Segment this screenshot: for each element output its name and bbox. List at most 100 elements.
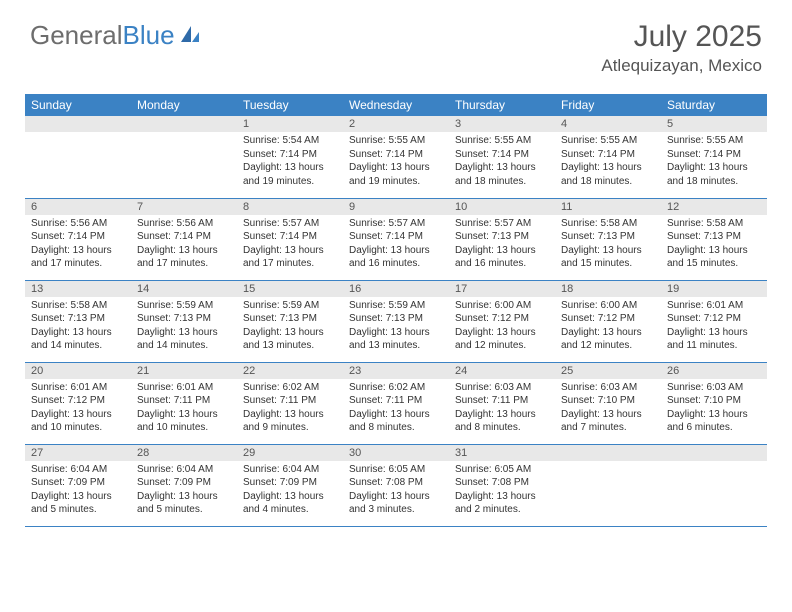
day-content: Sunrise: 5:59 AMSunset: 7:13 PMDaylight:… [343, 297, 449, 357]
calendar-cell [555, 444, 661, 526]
day-number-empty [661, 445, 767, 461]
day-number: 13 [25, 281, 131, 297]
day-content: Sunrise: 5:56 AMSunset: 7:14 PMDaylight:… [25, 215, 131, 275]
calendar-cell: 17Sunrise: 6:00 AMSunset: 7:12 PMDayligh… [449, 280, 555, 362]
logo-text-general: General [30, 20, 123, 51]
calendar-cell: 5Sunrise: 5:55 AMSunset: 7:14 PMDaylight… [661, 116, 767, 198]
calendar-cell: 6Sunrise: 5:56 AMSunset: 7:14 PMDaylight… [25, 198, 131, 280]
calendar-cell: 20Sunrise: 6:01 AMSunset: 7:12 PMDayligh… [25, 362, 131, 444]
day-number: 26 [661, 363, 767, 379]
day-number: 10 [449, 199, 555, 215]
calendar-cell: 21Sunrise: 6:01 AMSunset: 7:11 PMDayligh… [131, 362, 237, 444]
calendar-table: SundayMondayTuesdayWednesdayThursdayFrid… [25, 94, 767, 527]
day-content: Sunrise: 6:01 AMSunset: 7:12 PMDaylight:… [661, 297, 767, 357]
calendar-cell [25, 116, 131, 198]
day-content: Sunrise: 5:57 AMSunset: 7:14 PMDaylight:… [343, 215, 449, 275]
day-number: 30 [343, 445, 449, 461]
day-number-empty [25, 116, 131, 132]
location: Atlequizayan, Mexico [601, 56, 762, 76]
day-content: Sunrise: 5:55 AMSunset: 7:14 PMDaylight:… [449, 132, 555, 192]
day-number-empty [555, 445, 661, 461]
day-header: Saturday [661, 94, 767, 116]
calendar-cell: 19Sunrise: 6:01 AMSunset: 7:12 PMDayligh… [661, 280, 767, 362]
calendar-cell: 29Sunrise: 6:04 AMSunset: 7:09 PMDayligh… [237, 444, 343, 526]
day-content: Sunrise: 5:58 AMSunset: 7:13 PMDaylight:… [25, 297, 131, 357]
calendar-cell: 18Sunrise: 6:00 AMSunset: 7:12 PMDayligh… [555, 280, 661, 362]
day-content: Sunrise: 6:00 AMSunset: 7:12 PMDaylight:… [555, 297, 661, 357]
calendar-cell: 24Sunrise: 6:03 AMSunset: 7:11 PMDayligh… [449, 362, 555, 444]
logo-text-blue: Blue [123, 20, 175, 51]
day-content: Sunrise: 5:55 AMSunset: 7:14 PMDaylight:… [343, 132, 449, 192]
day-content: Sunrise: 5:56 AMSunset: 7:14 PMDaylight:… [131, 215, 237, 275]
day-number: 22 [237, 363, 343, 379]
day-number: 5 [661, 116, 767, 132]
calendar-week: 20Sunrise: 6:01 AMSunset: 7:12 PMDayligh… [25, 362, 767, 444]
day-number: 14 [131, 281, 237, 297]
calendar-cell: 27Sunrise: 6:04 AMSunset: 7:09 PMDayligh… [25, 444, 131, 526]
calendar-cell: 23Sunrise: 6:02 AMSunset: 7:11 PMDayligh… [343, 362, 449, 444]
day-content: Sunrise: 6:04 AMSunset: 7:09 PMDaylight:… [131, 461, 237, 521]
calendar-cell: 1Sunrise: 5:54 AMSunset: 7:14 PMDaylight… [237, 116, 343, 198]
calendar-cell: 30Sunrise: 6:05 AMSunset: 7:08 PMDayligh… [343, 444, 449, 526]
calendar-cell: 26Sunrise: 6:03 AMSunset: 7:10 PMDayligh… [661, 362, 767, 444]
day-number: 1 [237, 116, 343, 132]
calendar-cell: 10Sunrise: 5:57 AMSunset: 7:13 PMDayligh… [449, 198, 555, 280]
day-header: Thursday [449, 94, 555, 116]
day-content: Sunrise: 5:57 AMSunset: 7:13 PMDaylight:… [449, 215, 555, 275]
day-number: 2 [343, 116, 449, 132]
day-number: 23 [343, 363, 449, 379]
day-number: 11 [555, 199, 661, 215]
day-number-empty [131, 116, 237, 132]
day-number: 18 [555, 281, 661, 297]
day-number: 3 [449, 116, 555, 132]
day-number: 7 [131, 199, 237, 215]
day-header-row: SundayMondayTuesdayWednesdayThursdayFrid… [25, 94, 767, 116]
calendar-week: 13Sunrise: 5:58 AMSunset: 7:13 PMDayligh… [25, 280, 767, 362]
calendar-cell: 14Sunrise: 5:59 AMSunset: 7:13 PMDayligh… [131, 280, 237, 362]
month-title: July 2025 [601, 20, 762, 54]
calendar-cell: 16Sunrise: 5:59 AMSunset: 7:13 PMDayligh… [343, 280, 449, 362]
day-number: 6 [25, 199, 131, 215]
day-number: 25 [555, 363, 661, 379]
calendar-cell: 22Sunrise: 6:02 AMSunset: 7:11 PMDayligh… [237, 362, 343, 444]
header: GeneralBlue July 2025 Atlequizayan, Mexi… [0, 0, 792, 86]
day-number: 16 [343, 281, 449, 297]
day-content: Sunrise: 6:02 AMSunset: 7:11 PMDaylight:… [237, 379, 343, 439]
day-number: 8 [237, 199, 343, 215]
day-number: 29 [237, 445, 343, 461]
day-number: 17 [449, 281, 555, 297]
day-number: 12 [661, 199, 767, 215]
day-number: 19 [661, 281, 767, 297]
calendar-cell: 8Sunrise: 5:57 AMSunset: 7:14 PMDaylight… [237, 198, 343, 280]
day-content: Sunrise: 6:01 AMSunset: 7:12 PMDaylight:… [25, 379, 131, 439]
day-header: Tuesday [237, 94, 343, 116]
calendar-cell: 31Sunrise: 6:05 AMSunset: 7:08 PMDayligh… [449, 444, 555, 526]
calendar-body: 1Sunrise: 5:54 AMSunset: 7:14 PMDaylight… [25, 116, 767, 526]
calendar-cell: 15Sunrise: 5:59 AMSunset: 7:13 PMDayligh… [237, 280, 343, 362]
day-content: Sunrise: 5:54 AMSunset: 7:14 PMDaylight:… [237, 132, 343, 192]
day-number: 20 [25, 363, 131, 379]
day-content: Sunrise: 5:58 AMSunset: 7:13 PMDaylight:… [661, 215, 767, 275]
day-content: Sunrise: 5:55 AMSunset: 7:14 PMDaylight:… [661, 132, 767, 192]
calendar-cell: 4Sunrise: 5:55 AMSunset: 7:14 PMDaylight… [555, 116, 661, 198]
calendar-cell: 13Sunrise: 5:58 AMSunset: 7:13 PMDayligh… [25, 280, 131, 362]
calendar-cell [131, 116, 237, 198]
day-content: Sunrise: 6:03 AMSunset: 7:11 PMDaylight:… [449, 379, 555, 439]
day-content: Sunrise: 5:57 AMSunset: 7:14 PMDaylight:… [237, 215, 343, 275]
day-content: Sunrise: 6:03 AMSunset: 7:10 PMDaylight:… [555, 379, 661, 439]
day-content: Sunrise: 6:05 AMSunset: 7:08 PMDaylight:… [343, 461, 449, 521]
calendar-week: 27Sunrise: 6:04 AMSunset: 7:09 PMDayligh… [25, 444, 767, 526]
day-content: Sunrise: 6:03 AMSunset: 7:10 PMDaylight:… [661, 379, 767, 439]
day-content: Sunrise: 5:55 AMSunset: 7:14 PMDaylight:… [555, 132, 661, 192]
day-content: Sunrise: 5:59 AMSunset: 7:13 PMDaylight:… [131, 297, 237, 357]
day-header: Friday [555, 94, 661, 116]
day-content: Sunrise: 6:02 AMSunset: 7:11 PMDaylight:… [343, 379, 449, 439]
calendar-week: 1Sunrise: 5:54 AMSunset: 7:14 PMDaylight… [25, 116, 767, 198]
day-number: 21 [131, 363, 237, 379]
calendar-cell: 7Sunrise: 5:56 AMSunset: 7:14 PMDaylight… [131, 198, 237, 280]
day-number: 24 [449, 363, 555, 379]
calendar-head: SundayMondayTuesdayWednesdayThursdayFrid… [25, 94, 767, 116]
calendar-cell: 2Sunrise: 5:55 AMSunset: 7:14 PMDaylight… [343, 116, 449, 198]
day-content: Sunrise: 5:59 AMSunset: 7:13 PMDaylight:… [237, 297, 343, 357]
day-number: 27 [25, 445, 131, 461]
